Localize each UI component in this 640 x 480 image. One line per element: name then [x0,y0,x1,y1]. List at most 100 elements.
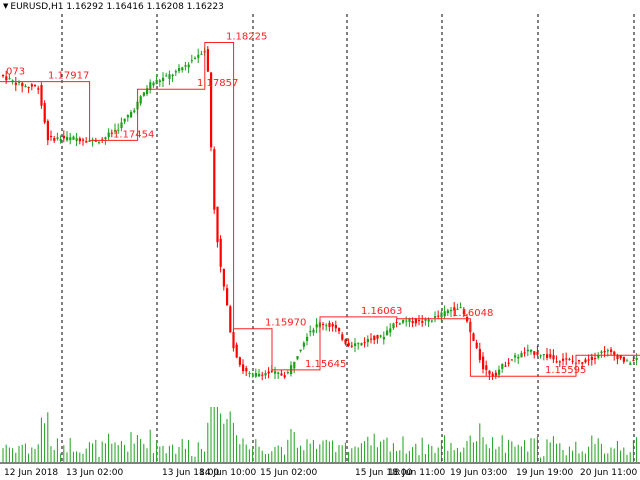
candle-body [50,135,53,137]
candle-body [248,372,251,374]
candle-body [210,72,213,148]
candle-body [219,238,222,267]
candle-body [114,129,117,131]
candle-body [514,355,517,358]
candle-body [536,351,539,355]
candle-body [485,365,488,370]
candle-body [149,82,152,90]
candle-body [155,79,158,85]
candle-body [613,351,616,355]
candle-body [558,361,561,363]
candle-body [98,142,101,144]
candle-body [392,323,395,328]
down-triangle-icon: ▼ [3,2,9,10]
candle-body [600,351,603,354]
candle-body [75,138,78,141]
candle-body [34,85,37,87]
candle-body [261,374,264,376]
candle-body [478,349,481,360]
candle-body [373,335,376,341]
candle-body [568,359,571,361]
candle-body [283,375,286,378]
candle-body [382,336,385,340]
candle-body [238,357,241,365]
candle-body [546,354,549,358]
candle-body [82,139,85,141]
candle-body [411,321,414,324]
candle-body [430,320,433,322]
candle-body [190,60,193,62]
candle-body [530,349,533,352]
time-tick-label: 19 Jun 03:00 [450,468,507,478]
candle-body [85,141,88,143]
candle-body [482,356,485,370]
candle-body [501,363,504,369]
candle-body [338,328,341,332]
level-label: 1.16048 [452,308,493,319]
level-label: 1.17917 [48,71,89,82]
candle-body [14,82,17,85]
candle-body [520,352,523,358]
candle-body [8,78,11,80]
candle-body [126,115,129,118]
candle-body [565,358,568,360]
candle-body [168,74,171,79]
candle-body [277,372,280,374]
candle-body [2,74,5,77]
candle-body [213,149,216,210]
candle-body [328,322,331,327]
candle-body [139,96,142,104]
candle-body [475,342,478,348]
candle-body [264,373,267,376]
candle-body [130,112,133,118]
close-price: 1.16223 [186,2,224,12]
candle-body [181,67,184,71]
candle-body [453,307,456,311]
time-tick-label: 15 Jun 02:00 [260,468,317,478]
candle-body [267,371,270,374]
candle-body [53,138,56,141]
candlestick-series [2,45,638,381]
candle-body [526,349,529,352]
candle-body [142,92,145,96]
time-tick-label: 15 Jun 18:00 [355,468,412,478]
candle-body [5,76,8,81]
candle-body [123,118,126,122]
candle-body [389,328,392,333]
candle-body [133,110,136,113]
candle-body [354,343,357,347]
candle-body [603,351,606,353]
level-label: 073 [6,66,25,77]
candle-body [619,355,622,359]
candle-body [88,140,91,142]
candle-body [344,339,347,344]
candle-body [37,88,40,90]
candle-body [405,320,408,322]
level-label: 1.18225 [226,32,267,43]
candle-body [414,318,417,324]
candle-body [523,352,526,354]
candle-body [437,315,440,317]
candle-body [395,322,398,324]
level-label: 1.15645 [305,359,346,370]
candle-body [539,355,542,357]
candle-body [232,331,235,349]
candle-body [606,350,609,352]
candle-body [120,122,123,129]
candle-body [315,324,318,328]
candle-body [533,351,536,355]
level-label: 1.16063 [361,306,402,317]
candle-body [459,307,462,309]
candle-body [584,359,587,363]
candle-body [427,319,430,322]
candle-body [370,338,373,340]
candle-body [200,53,203,55]
candle-body [216,206,219,243]
candle-body [350,345,353,347]
period-separators [61,14,635,462]
candle-body [171,74,174,77]
time-tick-label: 20 Jun 11:00 [580,468,637,478]
candle-body [117,129,120,131]
